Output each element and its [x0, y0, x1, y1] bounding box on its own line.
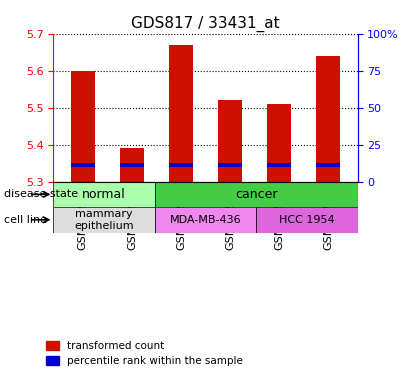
Bar — [71, 71, 95, 182]
Bar — [267, 104, 291, 182]
Text: disease state: disease state — [4, 189, 78, 200]
Text: cell line: cell line — [4, 215, 47, 225]
Bar — [71, 163, 95, 167]
Bar — [218, 163, 242, 167]
FancyBboxPatch shape — [53, 207, 155, 232]
Legend: transformed count, percentile rank within the sample: transformed count, percentile rank withi… — [46, 341, 243, 366]
Bar — [218, 100, 242, 182]
Bar — [316, 56, 340, 182]
Text: cancer: cancer — [235, 188, 277, 201]
Text: normal: normal — [82, 188, 126, 201]
Text: mammary
epithelium: mammary epithelium — [74, 209, 134, 231]
FancyBboxPatch shape — [256, 207, 358, 232]
FancyBboxPatch shape — [155, 207, 256, 232]
Bar — [120, 163, 144, 167]
Bar — [316, 163, 340, 167]
Text: HCC 1954: HCC 1954 — [279, 215, 335, 225]
Text: MDA-MB-436: MDA-MB-436 — [170, 215, 241, 225]
FancyBboxPatch shape — [53, 182, 155, 207]
Bar — [120, 148, 144, 182]
Bar — [169, 163, 193, 167]
FancyBboxPatch shape — [155, 182, 358, 207]
Bar — [169, 45, 193, 182]
Bar — [267, 163, 291, 167]
Title: GDS817 / 33431_at: GDS817 / 33431_at — [131, 16, 280, 32]
